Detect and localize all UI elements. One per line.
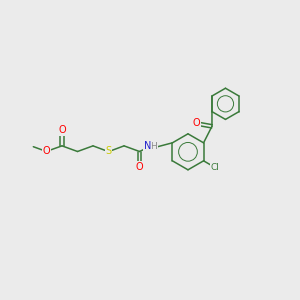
Text: S: S	[106, 146, 112, 157]
Text: O: O	[193, 118, 200, 128]
Text: O: O	[136, 162, 143, 172]
Text: N: N	[144, 141, 151, 152]
Text: O: O	[43, 146, 50, 157]
Text: H: H	[150, 142, 157, 151]
Text: Cl: Cl	[211, 163, 219, 172]
Text: O: O	[58, 125, 66, 135]
